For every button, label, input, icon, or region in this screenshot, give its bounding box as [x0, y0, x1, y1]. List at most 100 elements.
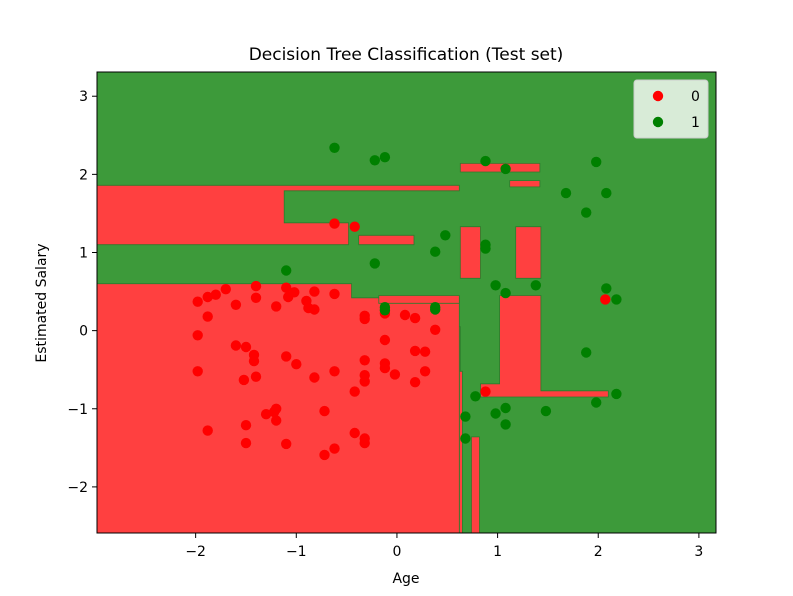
- point-class-0-3: [202, 291, 213, 303]
- point-class-1-6: [560, 187, 572, 199]
- point-class-0-39: [202, 425, 213, 436]
- decision-region-class-0-part-4: [459, 162, 541, 173]
- point-class-0-61: [409, 377, 421, 388]
- point-class-0-60: [419, 366, 431, 377]
- point-class-0-58: [409, 345, 421, 357]
- point-class-0-25: [291, 359, 302, 370]
- point-class-1-26: [591, 397, 602, 408]
- point-class-0-2: [192, 296, 203, 307]
- point-class-0-0: [329, 218, 340, 229]
- point-class-0-19: [192, 330, 203, 341]
- decision-region-class-0-part-2: [97, 184, 460, 246]
- point-class-0-23: [248, 355, 260, 367]
- decision-region-class-0-part-9: [470, 436, 480, 533]
- point-class-0-56: [399, 309, 411, 321]
- legend[interactable]: 01: [633, 79, 709, 139]
- legend-label-1: 1: [691, 115, 700, 131]
- point-class-1-4: [500, 163, 511, 175]
- y-tick-label: −2: [67, 480, 88, 496]
- point-class-0-32: [268, 406, 280, 418]
- point-class-1-28: [460, 411, 471, 422]
- point-class-1-21: [379, 305, 391, 316]
- point-class-0-62: [430, 324, 441, 335]
- x-axis-label: Age: [392, 571, 419, 587]
- point-class-0-55: [389, 369, 401, 380]
- point-class-0-9: [271, 301, 282, 312]
- point-class-0-64: [600, 294, 611, 305]
- point-class-0-14: [309, 286, 320, 297]
- point-class-0-33: [260, 409, 272, 420]
- point-class-0-30: [329, 366, 340, 377]
- point-class-1-2: [379, 152, 391, 163]
- point-class-0-6: [230, 299, 242, 310]
- point-class-0-8: [250, 292, 262, 303]
- point-class-1-18: [601, 283, 612, 294]
- point-class-1-32: [500, 419, 511, 430]
- y-tick-label: 1: [79, 245, 88, 261]
- point-class-0-27: [238, 374, 250, 386]
- x-tick-label: −2: [185, 544, 206, 560]
- point-class-0-44: [359, 437, 370, 449]
- point-class-1-25: [470, 391, 481, 402]
- point-class-0-34: [271, 415, 282, 426]
- point-class-1-16: [500, 287, 511, 299]
- point-class-1-14: [281, 265, 292, 276]
- y-axis-label: Estimated Salary: [34, 243, 50, 362]
- x-axis-ticks: −2 −1 0 1 2 3: [185, 533, 703, 560]
- decision-region-class-0-part-6: [459, 226, 481, 279]
- point-class-0-50: [359, 310, 370, 321]
- plot-frame: [96, 71, 717, 534]
- point-class-0-17: [309, 304, 320, 315]
- point-class-0-1: [349, 221, 360, 232]
- point-class-1-29: [490, 408, 501, 419]
- point-class-0-37: [240, 437, 252, 449]
- point-class-0-57: [409, 312, 421, 324]
- point-class-1-17: [530, 280, 541, 291]
- point-class-0-59: [419, 346, 431, 357]
- point-class-1-10: [430, 246, 441, 257]
- y-axis-ticks: −2 −1 0 1 2 3: [67, 89, 97, 496]
- point-class-1-24: [581, 347, 592, 358]
- point-class-0-18: [202, 311, 213, 322]
- point-class-0-20: [230, 340, 242, 351]
- legend-marker-1: [652, 116, 664, 128]
- legend-label-0: 0: [691, 89, 700, 105]
- point-class-0-12: [289, 287, 300, 298]
- point-class-0-5: [220, 284, 231, 295]
- decision-region-class-0-part-10: [378, 295, 460, 304]
- x-tick-label: 1: [493, 544, 502, 560]
- point-class-1-7: [601, 187, 612, 199]
- legend-box: [633, 79, 709, 139]
- point-class-1-1: [369, 155, 380, 166]
- point-class-0-45: [349, 386, 360, 397]
- decision-region-class-0-part-5: [509, 180, 541, 188]
- point-class-0-48: [359, 376, 370, 387]
- y-tick-label: 0: [79, 324, 88, 340]
- point-class-0-15: [329, 288, 340, 300]
- point-class-1-5: [591, 156, 602, 168]
- point-class-1-15: [490, 280, 501, 291]
- point-class-0-46: [359, 355, 370, 366]
- point-class-0-21: [240, 341, 252, 353]
- point-class-1-19: [611, 294, 622, 305]
- y-tick-label: −1: [67, 402, 88, 418]
- point-class-1-30: [500, 402, 511, 414]
- x-tick-label: −1: [286, 544, 307, 560]
- point-class-1-13: [369, 258, 380, 269]
- point-class-1-3: [480, 155, 491, 167]
- point-class-0-24: [281, 351, 292, 362]
- point-class-1-9: [440, 230, 451, 241]
- point-class-0-4: [210, 289, 221, 300]
- decision-region-class-0-part-3: [358, 234, 415, 246]
- decision-region-class-0-part-7: [515, 226, 542, 279]
- point-class-1-12: [480, 243, 491, 254]
- x-tick-label: 0: [392, 544, 401, 560]
- point-class-1-27: [611, 388, 622, 400]
- chart-title: Decision Tree Classification (Test set): [249, 45, 564, 65]
- point-class-0-28: [250, 371, 262, 382]
- point-class-0-7: [250, 280, 262, 292]
- point-class-0-35: [319, 405, 330, 417]
- x-tick-label: 2: [594, 544, 603, 560]
- point-class-0-38: [281, 438, 292, 450]
